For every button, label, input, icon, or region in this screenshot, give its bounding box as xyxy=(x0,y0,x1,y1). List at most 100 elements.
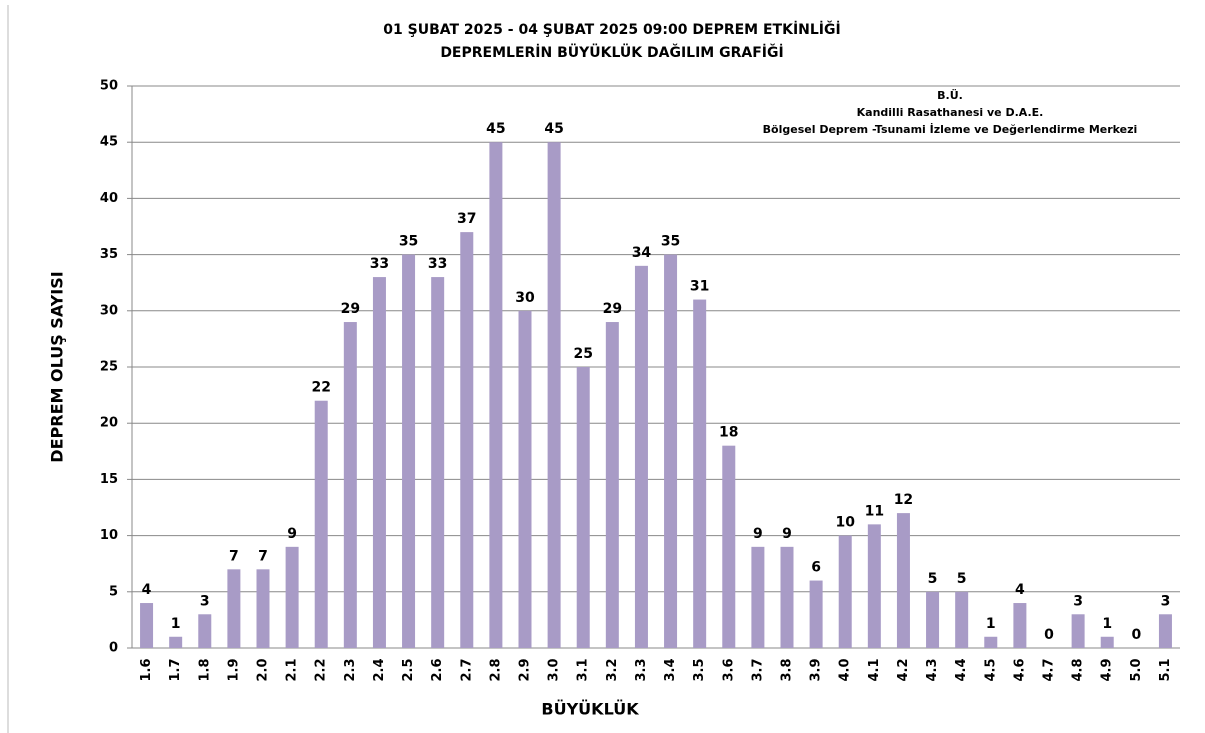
y-tick-label: 25 xyxy=(100,360,118,375)
y-axis-title: DEPREM OLUŞ SAYISI xyxy=(48,271,67,462)
x-tick-label: 1.7 xyxy=(168,658,183,681)
bar xyxy=(722,445,736,648)
x-tick-label: 4.1 xyxy=(867,658,882,681)
bar xyxy=(984,636,998,648)
x-tick-label: 3.8 xyxy=(780,658,795,681)
x-tick-label: 2.0 xyxy=(256,658,271,681)
value-label: 0 xyxy=(1044,627,1054,643)
bar xyxy=(140,603,154,648)
value-label: 3 xyxy=(200,593,210,609)
x-tick-label: 3.6 xyxy=(721,658,736,681)
value-label: 11 xyxy=(865,503,884,519)
x-tick-label: 4.3 xyxy=(925,658,940,681)
annotation: B.Ü. xyxy=(937,88,963,102)
x-tick-label: 4.4 xyxy=(954,658,969,681)
y-tick-label: 20 xyxy=(100,416,118,431)
bar xyxy=(809,580,823,648)
x-tick-label: 4.5 xyxy=(983,658,998,681)
bar xyxy=(460,232,474,648)
bar xyxy=(751,546,765,648)
y-tick-label: 10 xyxy=(100,528,118,543)
bar xyxy=(256,569,270,648)
y-tick-label: 0 xyxy=(109,641,118,656)
value-label: 4 xyxy=(1015,582,1025,598)
bar xyxy=(693,299,707,648)
bar xyxy=(431,277,445,648)
bar xyxy=(489,142,503,648)
bar xyxy=(285,546,299,648)
value-label: 31 xyxy=(690,279,709,295)
x-tick-label: 2.4 xyxy=(372,658,387,681)
x-tick-label: 1.9 xyxy=(226,658,241,681)
x-tick-label: 2.1 xyxy=(285,658,300,681)
bar xyxy=(169,636,183,648)
x-tick-label: 2.8 xyxy=(488,658,503,681)
value-label: 33 xyxy=(370,256,389,272)
x-tick-label: 5.0 xyxy=(1129,658,1144,681)
x-tick-label: 4.8 xyxy=(1071,658,1086,681)
bar xyxy=(227,569,241,648)
x-tick-label: 2.7 xyxy=(459,658,474,681)
bar xyxy=(576,367,590,648)
y-tick-label: 40 xyxy=(100,191,118,206)
value-label: 10 xyxy=(835,515,855,531)
x-tick-label: 3.4 xyxy=(663,658,678,681)
bar xyxy=(402,254,416,648)
bar xyxy=(518,310,532,648)
bar xyxy=(314,400,328,648)
bar xyxy=(664,254,678,648)
value-label: 9 xyxy=(753,526,763,542)
value-label: 1 xyxy=(986,616,996,632)
bar xyxy=(547,142,561,648)
chart-subtitle: DEPREMLERİN BÜYÜKLÜK DAĞILIM GRAFİĞİ xyxy=(440,43,783,61)
value-label: 1 xyxy=(1102,616,1112,632)
x-tick-label: 3.7 xyxy=(750,658,765,681)
value-label: 29 xyxy=(341,301,360,317)
bar xyxy=(867,524,881,648)
value-label: 6 xyxy=(811,560,821,576)
x-tick-label: 4.9 xyxy=(1100,658,1115,681)
value-label: 9 xyxy=(782,526,792,542)
value-label: 25 xyxy=(573,346,592,362)
x-tick-label: 1.8 xyxy=(197,658,212,681)
y-tick-label: 50 xyxy=(100,79,118,94)
x-tick-label: 2.3 xyxy=(343,658,358,681)
value-label: 29 xyxy=(603,301,622,317)
y-tick-label: 35 xyxy=(100,247,118,262)
bar xyxy=(198,614,212,648)
value-label: 30 xyxy=(515,290,535,306)
x-tick-label: 1.6 xyxy=(139,658,154,681)
value-label: 45 xyxy=(486,121,505,137)
value-label: 1 xyxy=(171,616,181,632)
x-tick-label: 3.3 xyxy=(634,658,649,681)
value-label: 35 xyxy=(399,234,418,250)
bar xyxy=(634,265,648,648)
x-tick-label: 3.9 xyxy=(809,658,824,681)
bar xyxy=(1158,614,1172,648)
x-tick-label: 2.5 xyxy=(401,658,416,681)
x-tick-label: 3.0 xyxy=(547,658,562,681)
value-label: 37 xyxy=(457,211,476,227)
bar xyxy=(1013,603,1027,648)
value-label: 12 xyxy=(894,492,913,508)
value-label: 45 xyxy=(544,121,563,137)
chart-title: 01 ŞUBAT 2025 - 04 ŞUBAT 2025 09:00 DEPR… xyxy=(383,20,840,38)
bar xyxy=(955,591,969,648)
value-label: 9 xyxy=(287,526,297,542)
x-tick-label: 4.0 xyxy=(838,658,853,681)
value-label: 33 xyxy=(428,256,447,272)
y-tick-label: 45 xyxy=(100,135,118,150)
value-label: 5 xyxy=(957,571,967,587)
value-label: 5 xyxy=(928,571,938,587)
value-label: 18 xyxy=(719,425,738,441)
value-label: 3 xyxy=(1073,593,1083,609)
x-tick-label: 3.1 xyxy=(576,658,591,681)
bar xyxy=(1071,614,1085,648)
y-tick-label: 30 xyxy=(100,303,118,318)
annotation: Kandilli Rasathanesi ve D.A.E. xyxy=(857,106,1044,119)
y-tick-label: 5 xyxy=(109,584,118,599)
x-tick-label: 3.2 xyxy=(605,658,620,681)
y-tick-label: 15 xyxy=(100,472,118,487)
